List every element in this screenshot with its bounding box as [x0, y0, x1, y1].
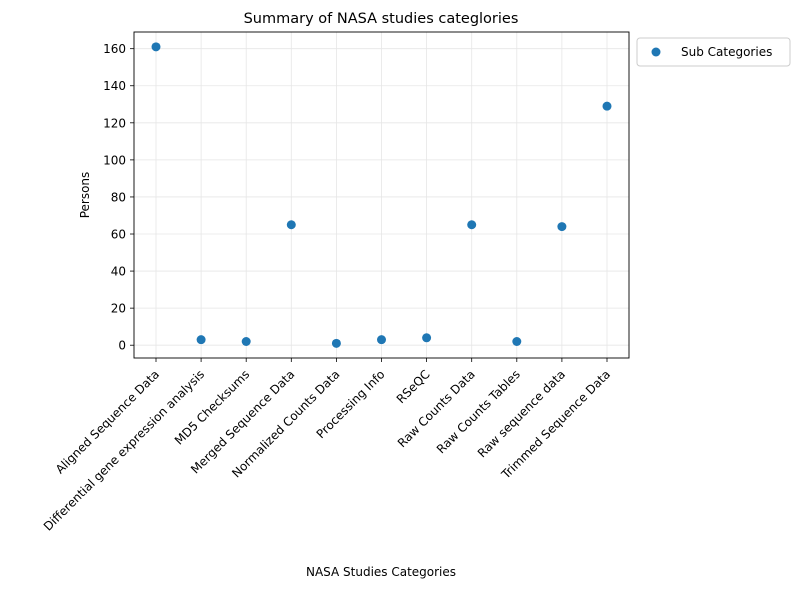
legend-label: Sub Categories — [681, 45, 772, 59]
y-tick-label: 140 — [103, 79, 126, 93]
y-axis: 0 20 40 60 80 100 120 140 160 — [103, 42, 134, 353]
data-point — [331, 338, 341, 348]
data-point — [151, 42, 161, 52]
data-point — [377, 335, 386, 345]
y-tick-label: 100 — [103, 153, 126, 167]
x-tick-label: Raw Counts Data — [395, 367, 478, 450]
chart-title: Summary of NASA studies categlories — [244, 11, 519, 27]
y-tick-label: 160 — [103, 42, 126, 56]
grid — [134, 32, 629, 358]
x-tick-label: Differential gene expression analysis — [41, 367, 207, 533]
legend-box — [636, 37, 791, 67]
data-point — [286, 220, 296, 230]
y-tick-label: 120 — [103, 116, 126, 130]
y-tick-label: 80 — [111, 190, 126, 204]
data-point — [422, 333, 432, 343]
y-tick-label: 20 — [111, 302, 126, 316]
y-tick-label: 60 — [111, 228, 126, 242]
x-tick-label: Raw sequence data — [475, 367, 568, 460]
legend-marker — [651, 47, 661, 57]
data-point — [467, 220, 477, 230]
data-point — [557, 222, 567, 232]
data-point — [241, 337, 251, 347]
data-point — [602, 101, 612, 111]
legend: Sub Categories — [636, 37, 791, 67]
y-axis-label: Persons — [78, 172, 92, 219]
x-axis-label: NASA Studies Categories — [306, 565, 456, 579]
data-point — [512, 337, 522, 347]
data-point — [196, 335, 206, 345]
x-tick-label: RSeQC — [394, 367, 433, 406]
y-tick-label: 0 — [118, 339, 126, 353]
plot-frame — [133, 31, 630, 359]
data-points — [151, 42, 612, 348]
y-tick-label: 40 — [111, 265, 126, 279]
x-tick-label: Raw Counts Tables — [434, 367, 523, 456]
